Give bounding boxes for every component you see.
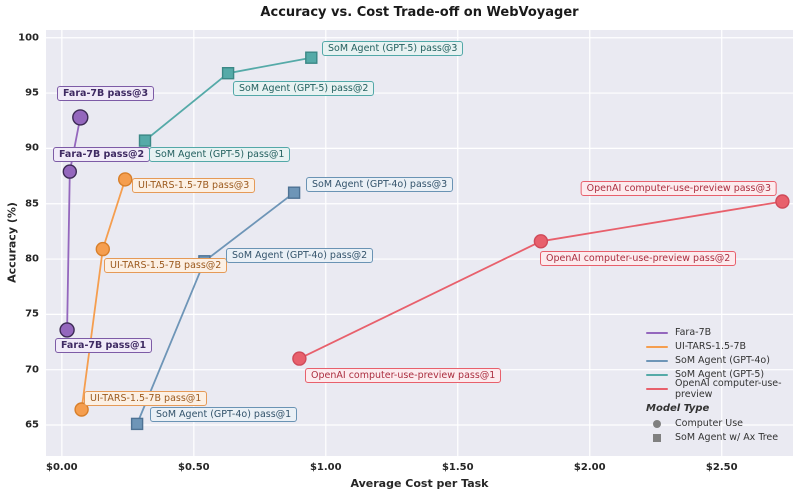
data-point-marker <box>221 66 235 80</box>
legend-label: Fara-7B <box>675 327 712 338</box>
data-point-marker <box>533 234 549 249</box>
y-tick-label: 85 <box>25 198 39 210</box>
legend-item: OpenAI computer-use-preview <box>646 378 800 400</box>
legend-line-swatch <box>646 345 668 348</box>
chart-title: Accuracy vs. Cost Trade-off on WebVoyage… <box>260 5 579 20</box>
y-tick-label: 100 <box>18 32 39 44</box>
point-label: SoM Agent (GPT-4o) pass@3 <box>306 177 454 193</box>
point-label: SoM Agent (GPT-5) pass@1 <box>149 147 291 163</box>
y-tick-label: 65 <box>25 419 39 431</box>
point-label: UI-TARS-1.5-7B pass@3 <box>132 178 256 194</box>
x-tick-label: $2.50 <box>705 462 738 473</box>
legend-line-swatch <box>646 359 668 362</box>
data-point-marker <box>138 134 152 147</box>
legend-label: SoM Agent w/ Ax Tree <box>675 432 779 443</box>
legend-item: Computer Use <box>646 418 778 429</box>
y-tick-label: 95 <box>25 87 39 99</box>
y-tick-label: 90 <box>25 142 39 154</box>
legend-item: UI-TARS-1.5-7B <box>646 341 800 352</box>
point-label: Fara-7B pass@2 <box>53 147 151 163</box>
legend-label: UI-TARS-1.5-7B <box>675 341 747 352</box>
point-label: SoM Agent (GPT-4o) pass@1 <box>150 407 298 423</box>
legend-label: Computer Use <box>675 418 743 429</box>
point-label: SoM Agent (GPT-5) pass@3 <box>322 41 464 57</box>
circle-marker-icon <box>646 419 668 428</box>
point-label: UI-TARS-1.5-7B pass@1 <box>84 391 208 407</box>
legend-item: SoM Agent w/ Ax Tree <box>646 432 778 443</box>
y-tick-label: 75 <box>25 308 39 320</box>
legend-line-swatch <box>646 387 668 390</box>
data-point-marker <box>117 172 133 187</box>
point-label: OpenAI computer-use-preview pass@3 <box>580 181 777 197</box>
y-axis-label: Accuracy (%) <box>5 202 19 283</box>
square-marker-icon <box>646 433 668 442</box>
x-axis-label: Average Cost per Task <box>350 477 489 490</box>
marker-legend-title: Model Type <box>646 403 710 414</box>
x-tick-label: $0.00 <box>46 462 78 473</box>
x-tick-label: $1.00 <box>309 462 342 473</box>
data-point-marker <box>292 351 307 366</box>
legend-line-swatch <box>646 373 668 376</box>
point-label: UI-TARS-1.5-7B pass@2 <box>104 258 228 274</box>
legend-item: Fara-7B <box>646 327 800 338</box>
point-label: OpenAI computer-use-preview pass@1 <box>305 368 502 384</box>
data-point-marker <box>130 417 144 431</box>
data-point-marker <box>74 402 89 417</box>
legend-label: SoM Agent (GPT-4o) <box>675 355 770 366</box>
series-legend: Fara-7B UI-TARS-1.5-7B SoM Agent (GPT-4o… <box>646 327 800 400</box>
data-point-marker <box>287 186 301 199</box>
x-tick-label: $1.50 <box>441 462 474 473</box>
data-point-marker <box>305 51 318 64</box>
point-label: OpenAI computer-use-preview pass@2 <box>540 251 737 267</box>
plot-background <box>46 30 793 456</box>
legend-label: OpenAI computer-use-preview <box>675 377 782 400</box>
x-tick-label: $2.00 <box>573 462 606 473</box>
legend-item: SoM Agent (GPT-4o) <box>646 355 800 366</box>
data-point-marker <box>95 241 111 257</box>
data-point-marker <box>62 164 78 179</box>
y-tick-label: 70 <box>25 364 39 376</box>
legend-label: SoM Agent (GPT-5) <box>675 369 765 380</box>
data-point-marker <box>59 322 75 338</box>
data-point-marker <box>775 194 790 209</box>
x-tick-label: $0.50 <box>177 462 210 473</box>
point-label: SoM Agent (GPT-5) pass@2 <box>233 81 375 97</box>
data-point-marker <box>72 109 89 126</box>
legend-item: SoM Agent (GPT-5) <box>646 369 800 380</box>
y-tick-label: 80 <box>25 253 39 265</box>
point-label: Fara-7B pass@3 <box>57 86 155 102</box>
point-label: Fara-7B pass@1 <box>55 338 153 354</box>
point-label: SoM Agent (GPT-4o) pass@2 <box>226 248 374 264</box>
marker-type-legend: Model Type Computer Use SoM Agent w/ Ax … <box>646 403 778 443</box>
legend-line-swatch <box>646 331 668 334</box>
